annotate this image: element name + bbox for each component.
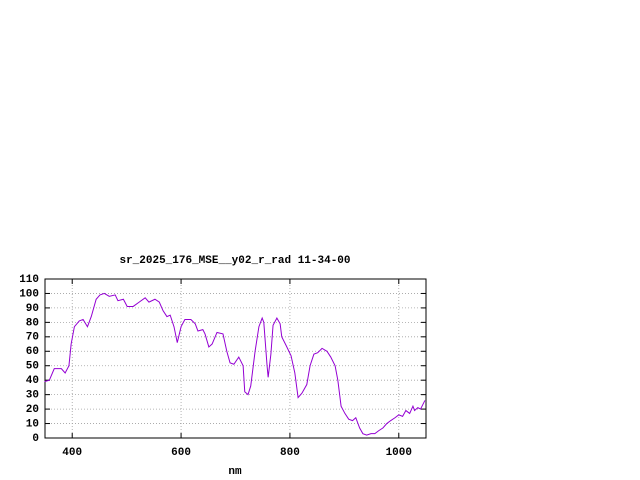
y-tick-label: 70 [26,332,39,344]
y-tick-label: 60 [26,346,39,358]
y-tick-label: 80 [26,317,39,329]
y-tick-label: 0 [32,433,39,445]
chart-title: sr_2025_176_MSE__y02_r_rad 11-34-00 [119,255,350,267]
plot-frame [44,278,427,439]
y-tick-label: 30 [26,390,39,402]
y-tick-label: 10 [26,418,39,430]
y-tick-label: 40 [26,375,39,387]
y-tick-label: 20 [26,404,39,416]
x-tick-label: 800 [280,447,300,459]
x-tick-label: 600 [171,447,191,459]
y-tick-label: 110 [19,274,39,286]
x-tick-label: 400 [62,447,82,459]
x-axis-label: nm [228,466,242,478]
x-tick-label: 1000 [386,447,412,459]
y-tick-label: 100 [19,288,39,300]
data-line [44,292,426,436]
y-tick-label: 50 [26,361,39,373]
y-tick-label: 90 [26,303,39,315]
